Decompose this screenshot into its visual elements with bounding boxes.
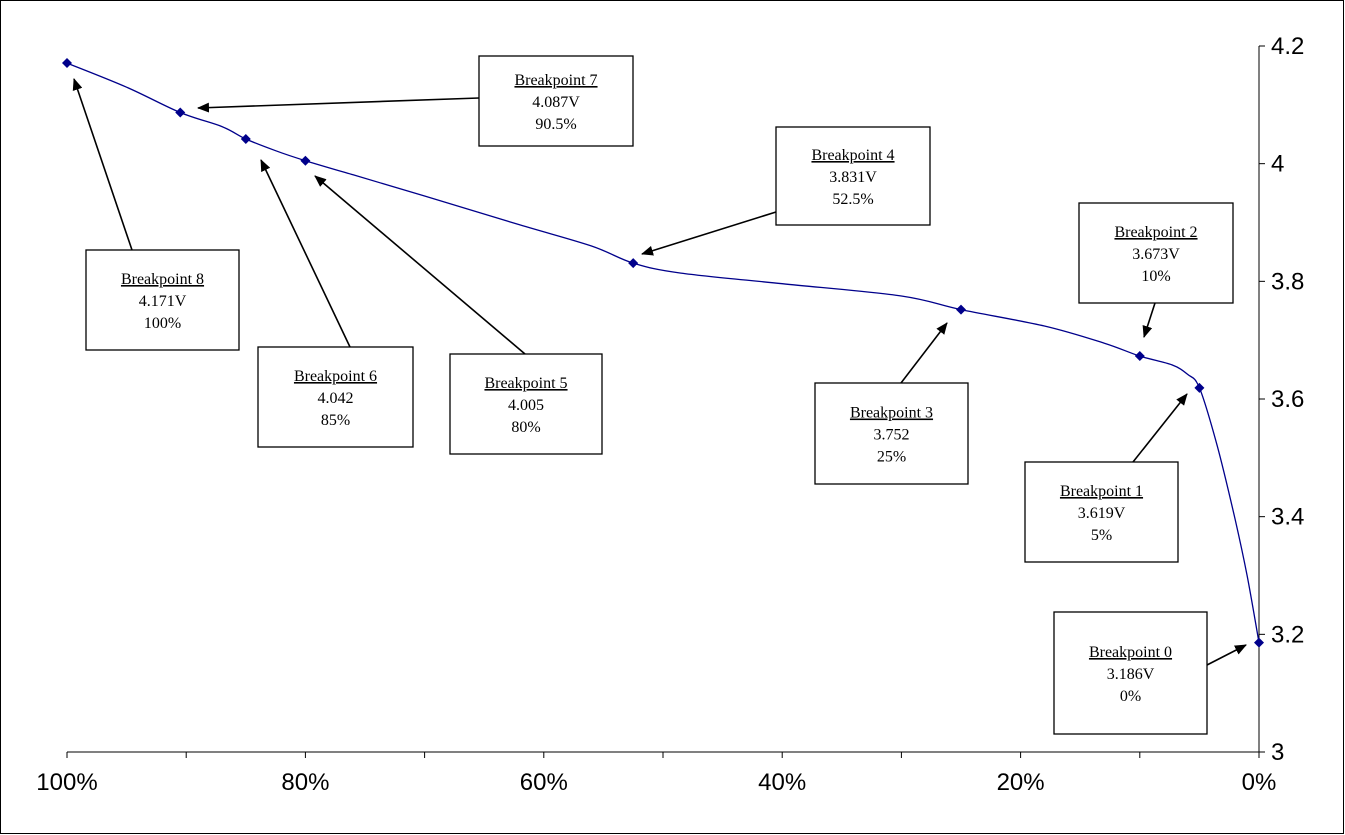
breakpoint-markers xyxy=(62,58,1264,648)
callout-arrow xyxy=(1142,302,1156,338)
callout-voltage: 4.042 xyxy=(318,390,354,407)
callout-box xyxy=(478,55,634,147)
callout-arrow xyxy=(197,97,480,113)
x-tick-label: 20% xyxy=(997,769,1045,796)
callout-percent: 0% xyxy=(1120,688,1141,705)
y-tick-label: 4.2 xyxy=(1271,33,1304,60)
callout-voltage: 3.186V xyxy=(1107,666,1155,683)
breakpoint-callout: Breakpoint 4 3.831V 52.5% xyxy=(641,126,931,256)
callout-label: Breakpoint 1 xyxy=(1060,483,1143,500)
breakpoint-callout: Breakpoint 2 3.673V 10% xyxy=(1078,202,1234,338)
breakpoint-callout: Breakpoint 6 4.042 85% xyxy=(257,159,414,448)
callout-box xyxy=(1053,611,1208,735)
x-tick-label: 80% xyxy=(281,769,329,796)
callout-voltage: 3.619V xyxy=(1078,505,1126,522)
y-tick-label: 3.8 xyxy=(1271,268,1304,295)
breakpoint-marker xyxy=(62,58,72,69)
callout-label: Breakpoint 3 xyxy=(850,405,933,422)
breakpoint-marker xyxy=(1134,351,1145,362)
callout-arrow xyxy=(900,322,948,384)
callout-voltage: 3.752 xyxy=(874,427,910,444)
breakpoint-marker xyxy=(175,107,186,118)
breakpoint-callout: Breakpoint 1 3.619V 5% xyxy=(1024,393,1188,563)
callout-arrow xyxy=(1206,644,1247,666)
breakpoint-callout: Breakpoint 5 4.005 80% xyxy=(314,175,603,455)
callout-label: Breakpoint 8 xyxy=(121,271,204,288)
callout-box xyxy=(257,346,414,448)
x-tick-label: 100% xyxy=(36,769,97,796)
callout-percent: 10% xyxy=(1141,268,1170,285)
callout-voltage: 3.831V xyxy=(829,169,877,186)
y-tick-label: 3 xyxy=(1271,739,1284,766)
callout-voltage: 4.171V xyxy=(139,293,187,310)
callout-voltage: 4.005 xyxy=(508,397,544,414)
breakpoint-marker xyxy=(1254,637,1264,648)
breakpoint-callout: Breakpoint 7 4.087V 90.5% xyxy=(197,55,634,147)
x-axis-ticks: 100% 80% 60% 40% 20% 0% xyxy=(36,752,1276,796)
y-tick-label: 3.2 xyxy=(1271,621,1304,648)
voltage-curve xyxy=(66,62,1260,643)
y-axis-ticks: 4.2 4 3.8 3.6 3.4 3.2 3 xyxy=(1259,33,1304,766)
callout-box xyxy=(449,353,603,455)
callout-percent: 90.5% xyxy=(535,116,576,133)
breakpoint-callout: Breakpoint 8 4.171V 100% xyxy=(72,78,240,351)
breakpoint-callouts: Breakpoint 0 3.186V 0% Breakpoint 1 3.619V 5%… xyxy=(72,55,1247,735)
breakpoint-callout: Breakpoint 0 3.186V 0% xyxy=(1053,611,1247,735)
callout-percent: 85% xyxy=(321,412,350,429)
callout-voltage: 3.673V xyxy=(1132,246,1180,263)
x-tick-label: 0% xyxy=(1242,769,1277,796)
breakpoint-marker xyxy=(300,155,311,166)
callout-percent: 80% xyxy=(511,419,540,436)
breakpoint-marker xyxy=(956,304,966,315)
x-tick-label: 60% xyxy=(520,769,568,796)
callout-arrow xyxy=(641,211,777,256)
callout-box xyxy=(1024,461,1179,563)
callout-label: Breakpoint 0 xyxy=(1089,644,1172,661)
callout-label: Breakpoint 7 xyxy=(514,72,597,89)
callout-label: Breakpoint 4 xyxy=(811,147,894,164)
callout-arrow xyxy=(314,175,526,355)
callout-arrow xyxy=(72,78,133,251)
breakpoint-callout: Breakpoint 3 3.752 25% xyxy=(814,322,969,485)
callout-percent: 52.5% xyxy=(832,191,873,208)
y-tick-label: 3.6 xyxy=(1271,386,1304,413)
callout-arrow xyxy=(1132,393,1188,463)
y-tick-label: 3.4 xyxy=(1271,504,1304,531)
callout-percent: 5% xyxy=(1091,527,1112,544)
callout-percent: 25% xyxy=(877,449,906,466)
callout-box xyxy=(1078,202,1234,304)
callout-box xyxy=(85,249,240,351)
callout-voltage: 4.087V xyxy=(532,94,580,111)
y-tick-label: 4 xyxy=(1271,151,1284,178)
callout-box xyxy=(814,382,969,485)
callout-label: Breakpoint 6 xyxy=(294,368,377,385)
callout-box xyxy=(775,126,931,226)
breakpoint-marker xyxy=(628,258,639,269)
breakpoint-marker xyxy=(1194,382,1205,393)
callout-arrow xyxy=(260,159,351,348)
x-tick-label: 40% xyxy=(758,769,806,796)
callout-label: Breakpoint 2 xyxy=(1114,224,1197,241)
callout-label: Breakpoint 5 xyxy=(484,375,567,392)
callout-percent: 100% xyxy=(144,315,181,332)
breakpoint-marker xyxy=(240,133,251,144)
